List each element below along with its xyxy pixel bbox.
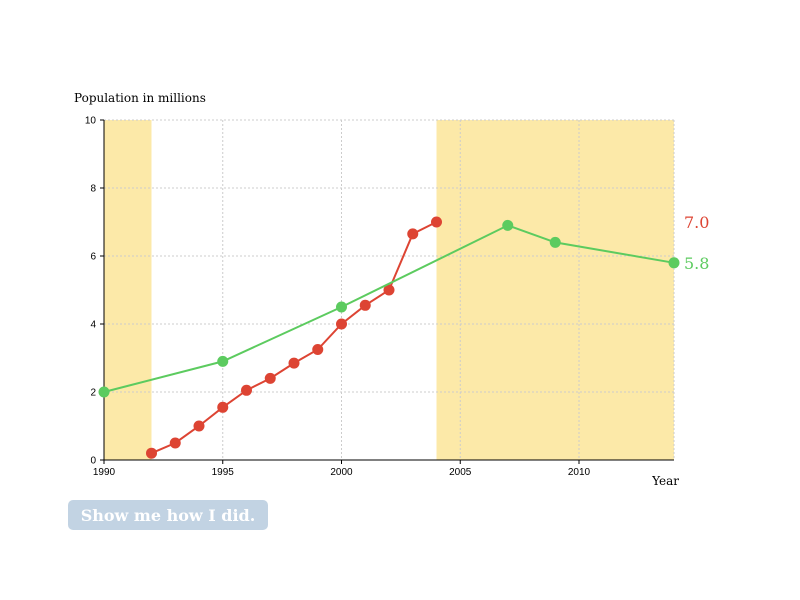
y-tick-label-0: 0	[90, 456, 96, 467]
y-tick-label-8: 8	[90, 184, 96, 195]
point-actual-2014	[668, 257, 680, 269]
point-actual-2009	[549, 236, 561, 248]
y-tick-label-2: 2	[90, 388, 96, 399]
x-tick-label-2005: 2005	[449, 467, 472, 478]
point-predicted-1993	[169, 437, 181, 449]
x-tick-label-1995: 1995	[212, 467, 235, 478]
y-tick-label-6: 6	[90, 252, 96, 263]
point-predicted-1999	[312, 344, 324, 355]
y-axis-title: Population in millions	[74, 91, 206, 105]
point-predicted-1995	[217, 401, 229, 413]
series-line-actual	[103, 224, 675, 393]
point-predicted-2003	[407, 228, 419, 240]
point-actual-2007	[502, 219, 514, 231]
tick-labels: 0 2 4 6 8 10 1990 1995 2000 2005 2010	[85, 116, 591, 479]
x-tick-label-1990: 1990	[93, 467, 116, 478]
end-label-predicted: 7.0	[684, 213, 709, 232]
grid-lines	[104, 119, 675, 460]
x-axis-title: Year	[651, 474, 679, 488]
point-actual-2000	[336, 301, 347, 313]
end-label-actual: 5.8	[684, 254, 709, 273]
x-tick-label-2010: 2010	[568, 467, 591, 478]
x-tick-label-2000: 2000	[330, 467, 353, 478]
point-predicted-1994	[193, 420, 205, 432]
point-predicted-1992	[146, 447, 157, 459]
end-labels: 7.0 5.8	[684, 213, 709, 273]
point-actual-1995	[217, 355, 229, 367]
point-predicted-2004	[431, 216, 442, 228]
show-me-how-i-did-button[interactable]: Show me how I did.	[68, 500, 268, 530]
highlight-band-1	[436, 120, 674, 460]
point-predicted-2000	[336, 318, 347, 330]
point-predicted-1997	[264, 372, 276, 384]
series-actual	[98, 219, 680, 398]
point-predicted-2001	[359, 299, 371, 311]
y-tick-label-4: 4	[90, 320, 96, 331]
point-predicted-1996	[241, 384, 252, 396]
point-predicted-2002	[383, 284, 395, 296]
highlight-band-0	[104, 120, 152, 460]
series-lines	[98, 216, 680, 459]
series-predicted	[146, 216, 442, 459]
point-predicted-1998	[288, 357, 300, 369]
y-tick-label-10: 10	[85, 116, 97, 127]
point-actual-1990	[98, 386, 110, 398]
series-line-predicted	[151, 221, 437, 455]
highlight-ranges	[104, 120, 674, 460]
